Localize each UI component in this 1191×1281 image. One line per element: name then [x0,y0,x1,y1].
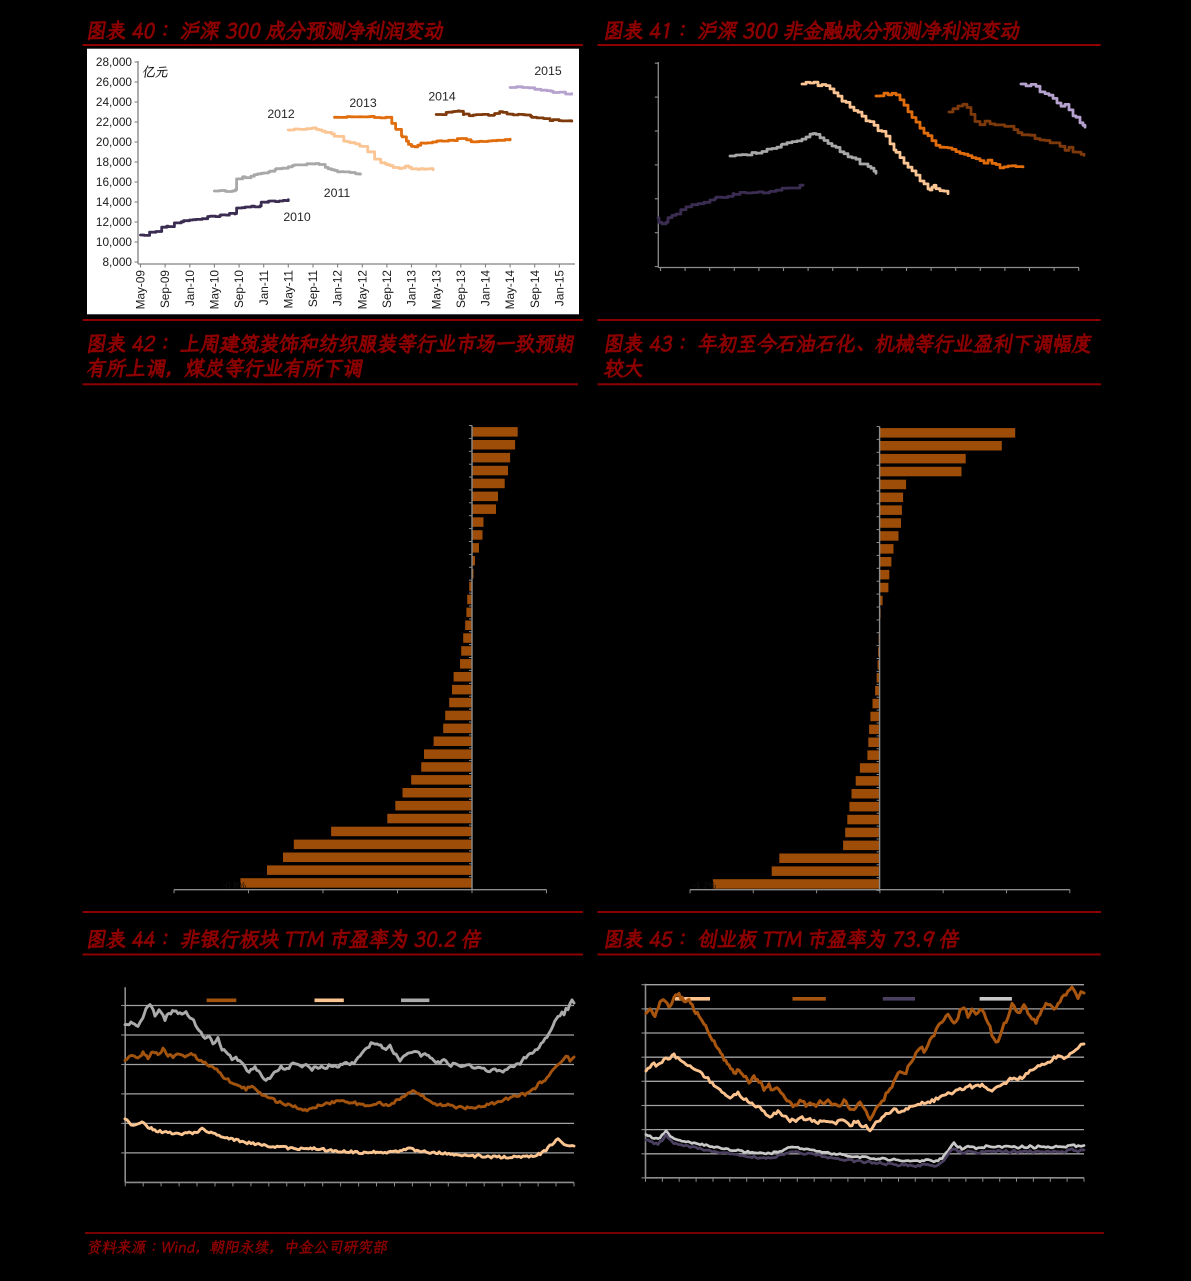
svg-text:Jan-11: Jan-11 [257,270,271,305]
svg-text:26,000: 26,000 [96,75,133,89]
svg-text:May-12: May-12 [355,270,369,309]
svg-text:2014: 2014 [428,90,456,104]
svg-text:28,000: 28,000 [96,55,133,69]
svg-text:Sep-14: Sep-14 [528,270,542,308]
svg-text:May-14: May-14 [503,270,517,310]
svg-text:Sep-11: Sep-11 [306,270,320,307]
svg-text:22,000: 22,000 [96,115,133,129]
svg-text:Jan-10: Jan-10 [183,270,197,307]
svg-text:12,000: 12,000 [96,215,133,229]
svg-text:2015: 2015 [534,64,562,78]
svg-text:Sep-13: Sep-13 [454,270,468,308]
svg-text:Sep-12: Sep-12 [380,270,394,308]
svg-text:Jan-13: Jan-13 [405,270,419,307]
svg-text:20,000: 20,000 [96,135,133,149]
svg-text:-0.8%: -0.8% [222,881,246,891]
svg-text:14,000: 14,000 [96,195,133,209]
svg-text:May-13: May-13 [429,270,443,310]
svg-text:2010: 2010 [283,210,311,224]
svg-text:Jan-14: Jan-14 [479,270,493,307]
svg-text:May-11: May-11 [281,270,295,308]
svg-text:8,000: 8,000 [102,255,132,269]
svg-text:2011: 2011 [324,186,351,200]
svg-text:-1.2%: -1.2% [692,881,716,891]
svg-text:2012: 2012 [267,107,295,121]
svg-text:Jan-12: Jan-12 [331,270,345,306]
svg-text:May-09: May-09 [134,270,148,309]
svg-text:16,000: 16,000 [96,175,133,189]
svg-text:18,000: 18,000 [96,155,133,169]
svg-text:May-10: May-10 [208,270,222,310]
svg-text:Jan-15: Jan-15 [553,270,567,307]
svg-text:2013: 2013 [349,96,377,110]
svg-text:10,000: 10,000 [96,235,133,249]
svg-text:24,000: 24,000 [96,95,133,109]
svg-text:Sep-09: Sep-09 [158,270,172,308]
svg-text:Sep-10: Sep-10 [232,270,246,308]
